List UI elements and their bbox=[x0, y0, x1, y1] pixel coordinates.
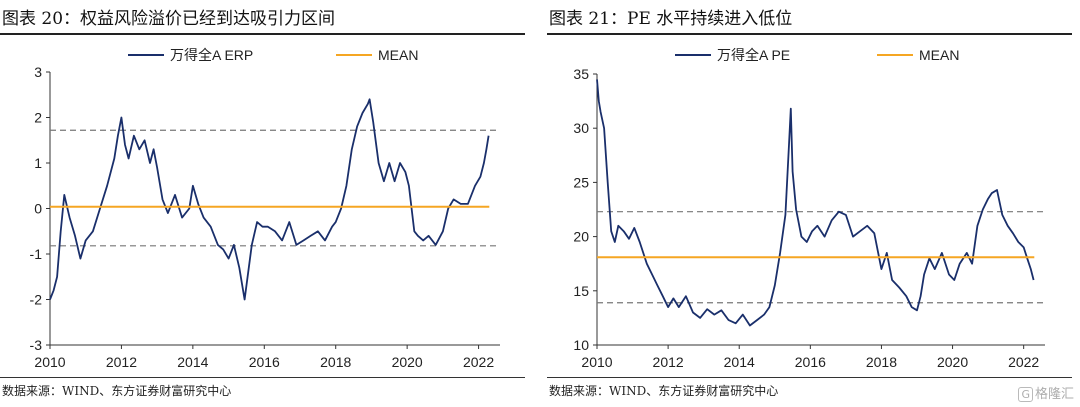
y-tick-label: 1 bbox=[34, 155, 42, 171]
x-tick-label: 2022 bbox=[463, 354, 494, 370]
y-tick-label: 15 bbox=[573, 283, 589, 299]
x-tick-label: 2012 bbox=[106, 354, 137, 370]
x-tick-label: 2020 bbox=[392, 354, 423, 370]
series-line bbox=[596, 79, 1035, 327]
y-tick-label: 10 bbox=[573, 337, 589, 353]
x-tick-label: 2020 bbox=[937, 354, 968, 370]
x-tick-label: 2010 bbox=[581, 354, 612, 370]
legend-label: MEAN bbox=[919, 47, 959, 63]
watermark-text: 格隆汇 bbox=[1034, 387, 1074, 402]
y-tick-label: 30 bbox=[573, 120, 589, 136]
x-tick-label: 2014 bbox=[724, 354, 755, 370]
title-rule bbox=[0, 33, 525, 35]
legend-label: MEAN bbox=[378, 47, 418, 63]
x-tick-label: 2018 bbox=[866, 354, 897, 370]
source-rule bbox=[547, 377, 1072, 378]
y-tick-label: -2 bbox=[30, 292, 43, 308]
chart-title: 图表 21：PE 水平持续进入低位 bbox=[549, 9, 793, 29]
title-rule bbox=[547, 33, 1072, 35]
series-line bbox=[49, 98, 490, 301]
y-tick-label: 0 bbox=[34, 201, 42, 217]
chart-panel-pe: 图表 21：PE 水平持续进入低位 35 30 25 20 15 10 2010 2012 20… bbox=[547, 0, 1072, 407]
chart-panel-erp: 图表 20：权益风险溢价已经到达吸引力区间 3 2 1 0 -1 -2 -3 2010 2012… bbox=[0, 0, 525, 407]
x-tick-label: 2016 bbox=[795, 354, 826, 370]
logo-icon: G bbox=[1018, 387, 1033, 402]
source-note: 数据来源：WIND、东方证券财富研究中心 bbox=[2, 384, 232, 398]
x-tick-label: 2012 bbox=[653, 354, 684, 370]
source-rule bbox=[0, 377, 525, 378]
legend-label: 万得全A ERP bbox=[170, 47, 253, 63]
legend-label: 万得全A PE bbox=[717, 47, 790, 63]
y-tick-label: -1 bbox=[30, 246, 43, 262]
y-tick-label: 35 bbox=[573, 66, 589, 82]
y-tick-label: 20 bbox=[573, 229, 589, 245]
x-tick-label: 2014 bbox=[177, 354, 208, 370]
source-note: 数据来源：WIND、东方证券财富研究中心 bbox=[549, 384, 779, 398]
watermark-logo: G 格隆汇 bbox=[1018, 383, 1074, 402]
y-tick-label: 25 bbox=[573, 174, 589, 190]
x-tick-label: 2016 bbox=[249, 354, 280, 370]
y-tick-label: 2 bbox=[34, 110, 42, 126]
x-tick-label: 2018 bbox=[320, 354, 351, 370]
chart-title: 图表 20：权益风险溢价已经到达吸引力区间 bbox=[2, 9, 336, 29]
y-tick-label: 3 bbox=[34, 64, 42, 80]
x-tick-label: 2010 bbox=[34, 354, 65, 370]
y-tick-label: -3 bbox=[30, 337, 43, 353]
x-tick-label: 2022 bbox=[1008, 354, 1039, 370]
